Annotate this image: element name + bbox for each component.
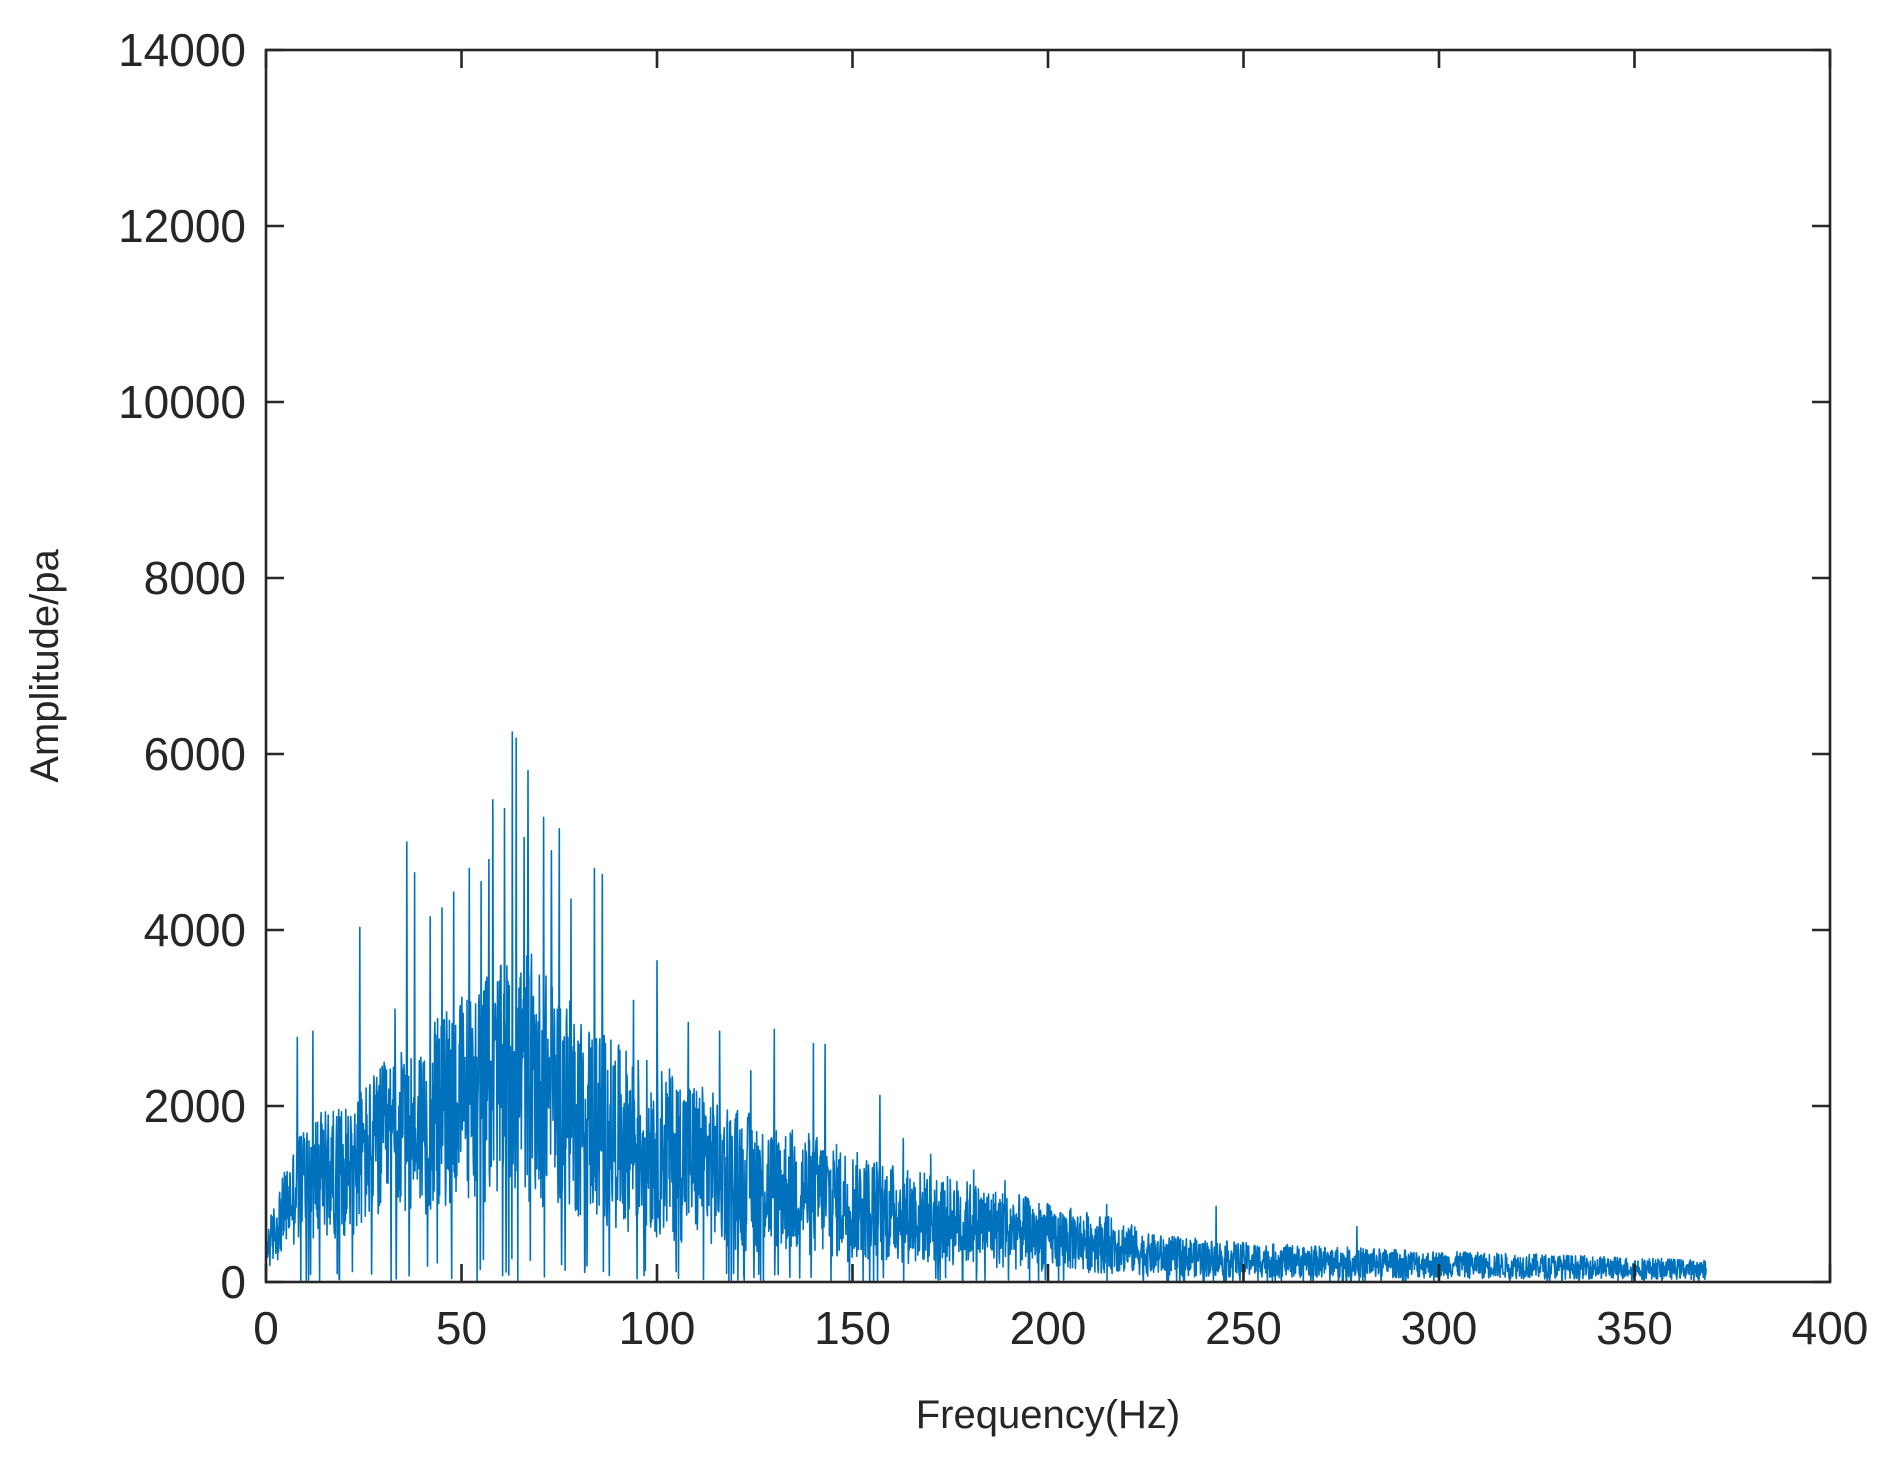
tick-labels: 0 50 100 150 200 250 300 350 4000200040006000800… [118, 24, 1868, 1354]
plot-area [265, 159, 1707, 1283]
y-tick-label: 12000 [118, 200, 246, 252]
x-tick-label: 100 [619, 1302, 696, 1354]
y-axis-label: Amplitude/pa [23, 549, 67, 783]
x-tick-label: 350 [1596, 1302, 1673, 1354]
x-axis-label: Frequency(Hz) [916, 1393, 1181, 1437]
y-tick-label: 4000 [144, 904, 246, 956]
y-tick-label: 14000 [118, 24, 246, 76]
y-tick-label: 6000 [144, 728, 246, 780]
series-line [265, 159, 1707, 1283]
x-tick-label: 250 [1205, 1302, 1282, 1354]
y-tick-label: 2000 [144, 1080, 246, 1132]
ticks [264, 48, 1832, 1284]
y-tick-label: 0 [220, 1256, 246, 1308]
x-tick-label: 0 [253, 1302, 279, 1354]
y-tick-label: 10000 [118, 376, 246, 428]
y-tick-label: 8000 [144, 552, 246, 604]
x-tick-label: 300 [1401, 1302, 1478, 1354]
x-tick-label: 150 [814, 1302, 891, 1354]
x-tick-label: 400 [1792, 1302, 1869, 1354]
x-tick-label: 50 [436, 1302, 487, 1354]
x-tick-label: 200 [1010, 1302, 1087, 1354]
